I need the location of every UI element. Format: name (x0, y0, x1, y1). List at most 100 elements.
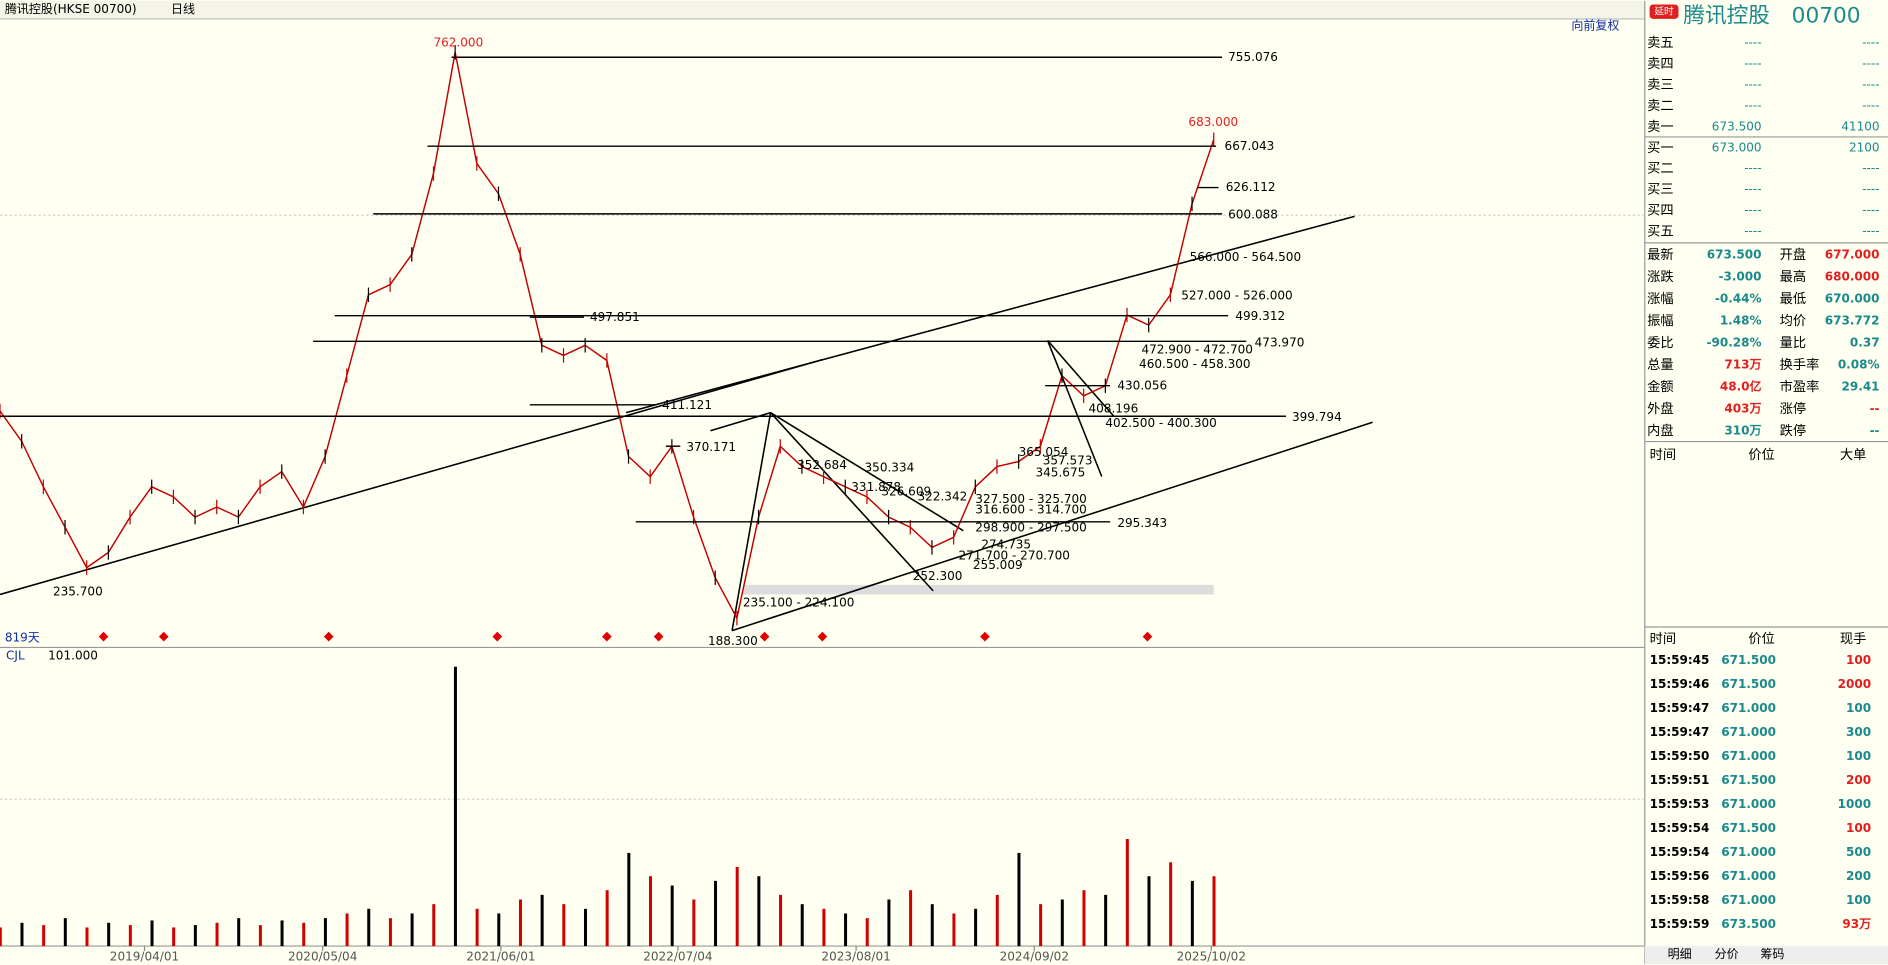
volume-bar (367, 908, 371, 947)
level-label: 295.343 (1117, 516, 1167, 530)
ob-label: 卖二 (1647, 98, 1673, 114)
stat-value: 403万 (1724, 402, 1761, 416)
volume-bar (85, 927, 89, 947)
volume-bar (475, 908, 479, 947)
tab[interactable]: 分价 (1715, 947, 1739, 961)
level-label: 235.100 - 224.100 (743, 595, 854, 609)
volume-bar (1212, 876, 1216, 947)
level-label: 430.056 (1117, 379, 1167, 393)
x-tick-label: 2024/09/02 (1000, 949, 1069, 963)
stat-value: 48.0亿 (1720, 379, 1762, 394)
stat-label: 均价 (1780, 313, 1806, 329)
level-label: 316.600 - 314.700 (975, 503, 1087, 517)
stat-label: 市盈率 (1780, 378, 1820, 395)
badge: 延时 (1654, 6, 1674, 18)
tick-time: 15:59:47 (1650, 701, 1710, 715)
ob-vol: ---- (1862, 182, 1879, 196)
ob-vol: ---- (1862, 36, 1879, 50)
level-label: 352.684 (797, 458, 847, 472)
x-tick-label: 2023/08/01 (821, 949, 890, 963)
ob-price: ---- (1744, 182, 1761, 196)
level-label: 298.900 - 297.500 (975, 521, 1087, 535)
tick-price: 673.500 (1721, 917, 1776, 931)
ob-price: ---- (1744, 203, 1761, 217)
tick-time: 15:59:58 (1650, 893, 1710, 907)
adjust[interactable]: 向前复权 (1571, 18, 1619, 33)
volume-bar (540, 894, 544, 947)
stat-label: 振幅 (1647, 313, 1673, 329)
level-label: 566.000 - 564.500 (1190, 250, 1302, 264)
tick-price: 671.000 (1721, 749, 1776, 763)
ob-vol: ---- (1862, 56, 1879, 70)
volume-bar (237, 918, 241, 947)
tab[interactable]: 明细 (1668, 947, 1692, 961)
volume-bar (497, 913, 501, 947)
period[interactable]: 日线 (171, 2, 195, 16)
stat-label: 涨跌 (1647, 269, 1673, 285)
volume-bar (757, 876, 761, 947)
tick-vol: 100 (1846, 701, 1871, 715)
volume-bar (714, 880, 718, 947)
volume-bar (323, 918, 327, 947)
ob-vol: 41100 (1841, 119, 1879, 133)
stat-label: 金额 (1647, 379, 1673, 395)
big-header: 大单 (1840, 447, 1866, 463)
ob-price: ---- (1744, 224, 1761, 238)
stat-value: 0.37 (1850, 336, 1880, 350)
tick-vol: 100 (1846, 653, 1871, 667)
level-label: 188.300 (708, 634, 758, 648)
stat-label: 换手率 (1780, 356, 1820, 373)
volume-name: CJL (6, 648, 25, 662)
volume-bar (410, 913, 414, 947)
level-label: 497.851 (590, 310, 640, 324)
tab-bar (1644, 946, 1888, 965)
volume-bar (649, 876, 653, 947)
x-tick-label: 2022/07/04 (643, 949, 712, 963)
tick-vol: 200 (1846, 869, 1871, 883)
ob-label: 买四 (1647, 203, 1673, 219)
x-tick-label: 2019/04/01 (110, 949, 179, 963)
volume-bar (193, 925, 197, 947)
volume-bar (1190, 880, 1194, 947)
volume-bar (1060, 899, 1064, 947)
level-label: 408.196 (1088, 402, 1138, 416)
tick-time: 15:59:50 (1650, 749, 1710, 763)
volume-bar (692, 899, 696, 947)
level-label: 762.000 (433, 36, 483, 50)
ob-vol: ---- (1862, 203, 1879, 217)
stat-value: 677.000 (1825, 247, 1880, 261)
symbol[interactable]: 腾讯控股(HKSE 00700) (5, 1, 137, 16)
badge-bg (1649, 4, 1679, 19)
volume-bar (0, 927, 2, 947)
volume-bar (128, 925, 132, 947)
stat-label: 量比 (1780, 335, 1806, 351)
stat-value: -0.44% (1715, 291, 1762, 305)
tick-vol: 1000 (1838, 797, 1872, 811)
volume-bar (844, 913, 848, 947)
volume-bar (735, 866, 739, 947)
ob-vol: 2100 (1849, 140, 1880, 154)
tick-time: 15:59:53 (1650, 797, 1710, 811)
level-label: 399.794 (1292, 410, 1342, 424)
volume-bar (302, 922, 306, 947)
stat-label: 涨幅 (1647, 291, 1673, 307)
volume-bar (909, 890, 913, 947)
volume-bar (1104, 894, 1108, 947)
ob-label: 买三 (1647, 182, 1673, 198)
x-tick-label: 2025/10/02 (1177, 949, 1246, 963)
volume-bar (974, 908, 978, 947)
stat-value: 1.48% (1720, 314, 1762, 328)
tick-price: 671.500 (1721, 653, 1776, 667)
level-label: 326.609 (881, 485, 931, 499)
ob-price: ---- (1744, 161, 1761, 175)
tab[interactable]: 筹码 (1760, 947, 1784, 961)
level-label: 460.500 - 458.300 (1139, 357, 1251, 371)
ob-label: 卖四 (1647, 56, 1673, 72)
stat-value: 680.000 (1825, 269, 1880, 283)
tick-price: 671.000 (1721, 893, 1776, 907)
volume-bar (280, 920, 284, 947)
stat-value: 670.000 (1825, 291, 1880, 305)
volume-bar (432, 904, 436, 947)
tick-price: 671.500 (1721, 821, 1776, 835)
level-label: 327.500 - 325.700 (975, 492, 1087, 506)
